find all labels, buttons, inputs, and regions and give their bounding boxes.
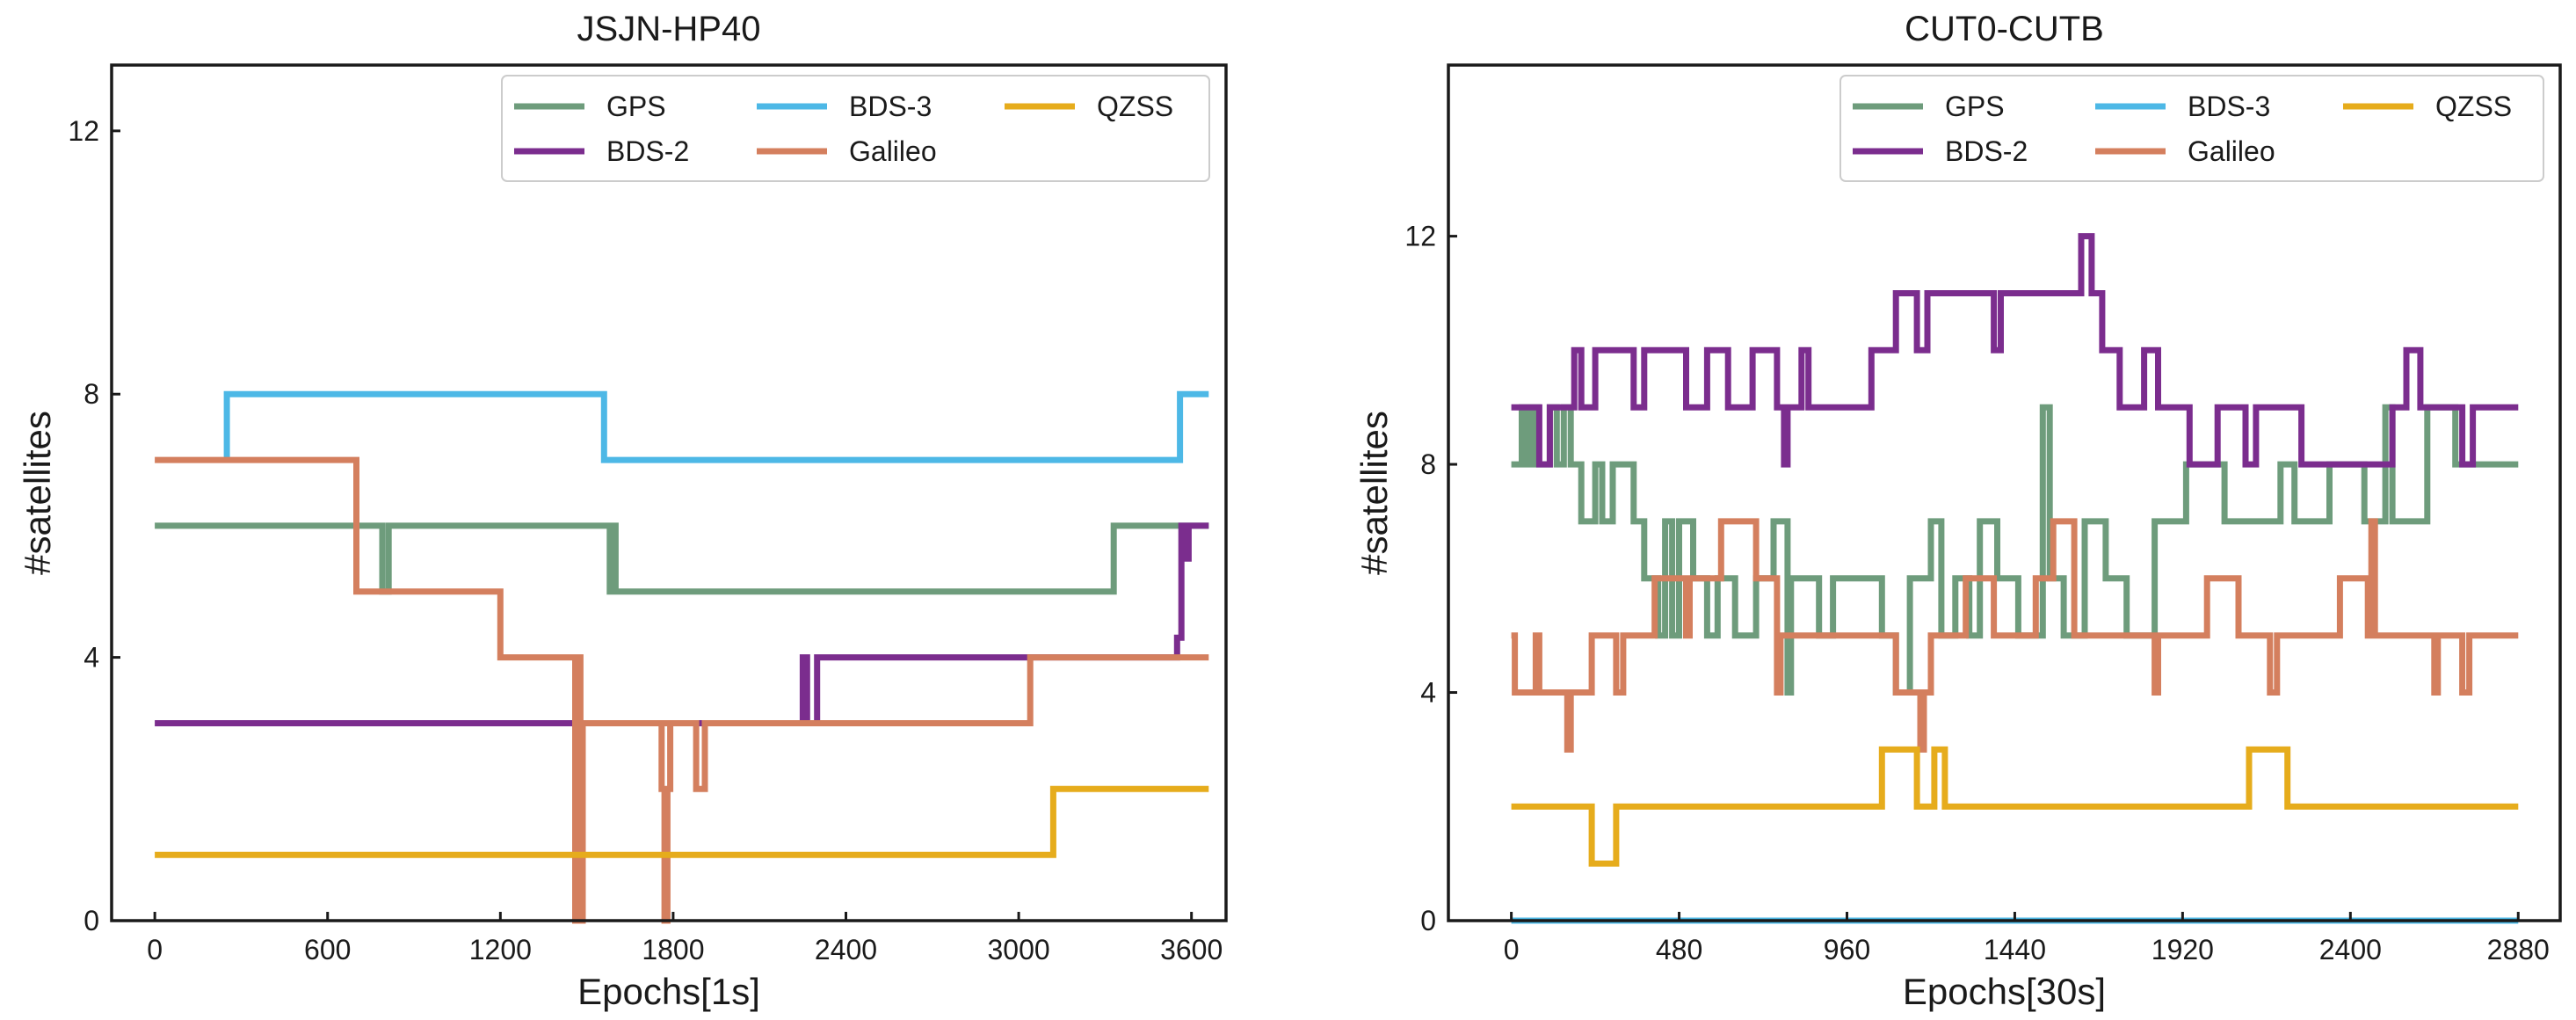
x-tick-label: 1200 [469,934,532,965]
series-group [155,390,1209,924]
legend: GPS BDS-2 BDS-3 Galileo QZSS [501,75,1210,182]
legend-label: Galileo [2188,135,2275,167]
series-line-qzss [155,785,1209,858]
series-line-gps [1511,404,2519,696]
legend-item-bds-3: BDS-3 [757,91,932,122]
series-line-gps [155,522,1209,595]
chart-title: CUT0-CUTB [1905,10,2104,48]
series-line-bds-3 [223,390,1209,463]
series-line-bds-2 [155,522,1209,726]
legend-label: BDS-2 [606,135,689,167]
x-tick-label: 1800 [642,934,704,965]
y-tick-label: 0 [83,905,99,936]
y-tick-label: 8 [83,378,99,410]
plot-frame [110,63,1228,922]
legend-item-bds-2: BDS-2 [514,135,689,167]
x-tick-label: 1920 [2152,934,2214,965]
x-tick-label: 0 [1504,934,1520,965]
chart-panel-cut0-cutb: 0 480 960 1440 1920 2400 2880 0 4 8 12 CUT0-CUTB Epo… [1353,10,2562,1012]
y-tick-label: 12 [68,115,99,147]
x-tick-label: 960 [1824,934,1870,965]
chart-panel-jsjn-hp40: 0 600 1200 1800 2400 3000 3600 0 4 8 12 JSJN-HP40 Ep… [17,10,1228,1012]
legend-label: GPS [606,91,666,122]
legend-item-qzss: QZSS [1005,91,1173,122]
y-tick-label: 4 [83,642,99,674]
y-tick-label: 4 [1420,677,1436,709]
legend-item-qzss: QZSS [2343,91,2512,122]
series-line-bds-2 [1511,233,2519,468]
y-tick-label: 0 [1420,905,1436,936]
series-line-galileo [1511,518,2519,753]
series-group [1511,233,2519,924]
chart-title: JSJN-HP40 [577,10,761,48]
x-tick-label: 2880 [2487,934,2550,965]
x-axis-label: Epochs[1s] [577,971,760,1012]
legend-item-gps: GPS [1853,91,2005,122]
y-tick-label: 8 [1420,448,1436,480]
y-axis-label: #satellites [17,411,58,575]
x-tick-label: 3600 [1160,934,1223,965]
x-tick-label: 3000 [987,934,1049,965]
legend-box [1839,75,2544,182]
x-tick-label: 480 [1656,934,1702,965]
legend-item-galileo: Galileo [2095,135,2275,167]
legend-label: BDS-3 [2188,91,2270,122]
x-tick-label: 2400 [2319,934,2382,965]
legend-label: BDS-2 [1945,135,2028,167]
legend-item-gps: GPS [514,91,666,122]
series-line-galileo [155,456,1209,924]
legend-label: Galileo [849,135,937,167]
legend: GPS BDS-2 BDS-3 Galileo QZSS [1839,75,2544,182]
x-tick-label: 1440 [1984,934,2046,965]
x-tick-label: 600 [304,934,351,965]
legend-box [501,75,1210,182]
legend-label: QZSS [1097,91,1173,122]
plot-frame [1447,63,2562,922]
series-line-qzss [1511,746,2519,867]
y-tick-label: 12 [1404,221,1436,252]
x-tick-label: 0 [147,934,163,965]
legend-item-bds-2: BDS-2 [1853,135,2028,167]
legend-label: BDS-3 [849,91,932,122]
x-tick-label: 2400 [815,934,877,965]
x-axis-label: Epochs[30s] [1903,971,2106,1012]
legend-label: GPS [1945,91,2005,122]
legend-label: QZSS [2435,91,2512,122]
y-axis-label: #satellites [1353,411,1395,575]
legend-item-bds-3: BDS-3 [2095,91,2270,122]
legend-item-galileo: Galileo [757,135,937,167]
